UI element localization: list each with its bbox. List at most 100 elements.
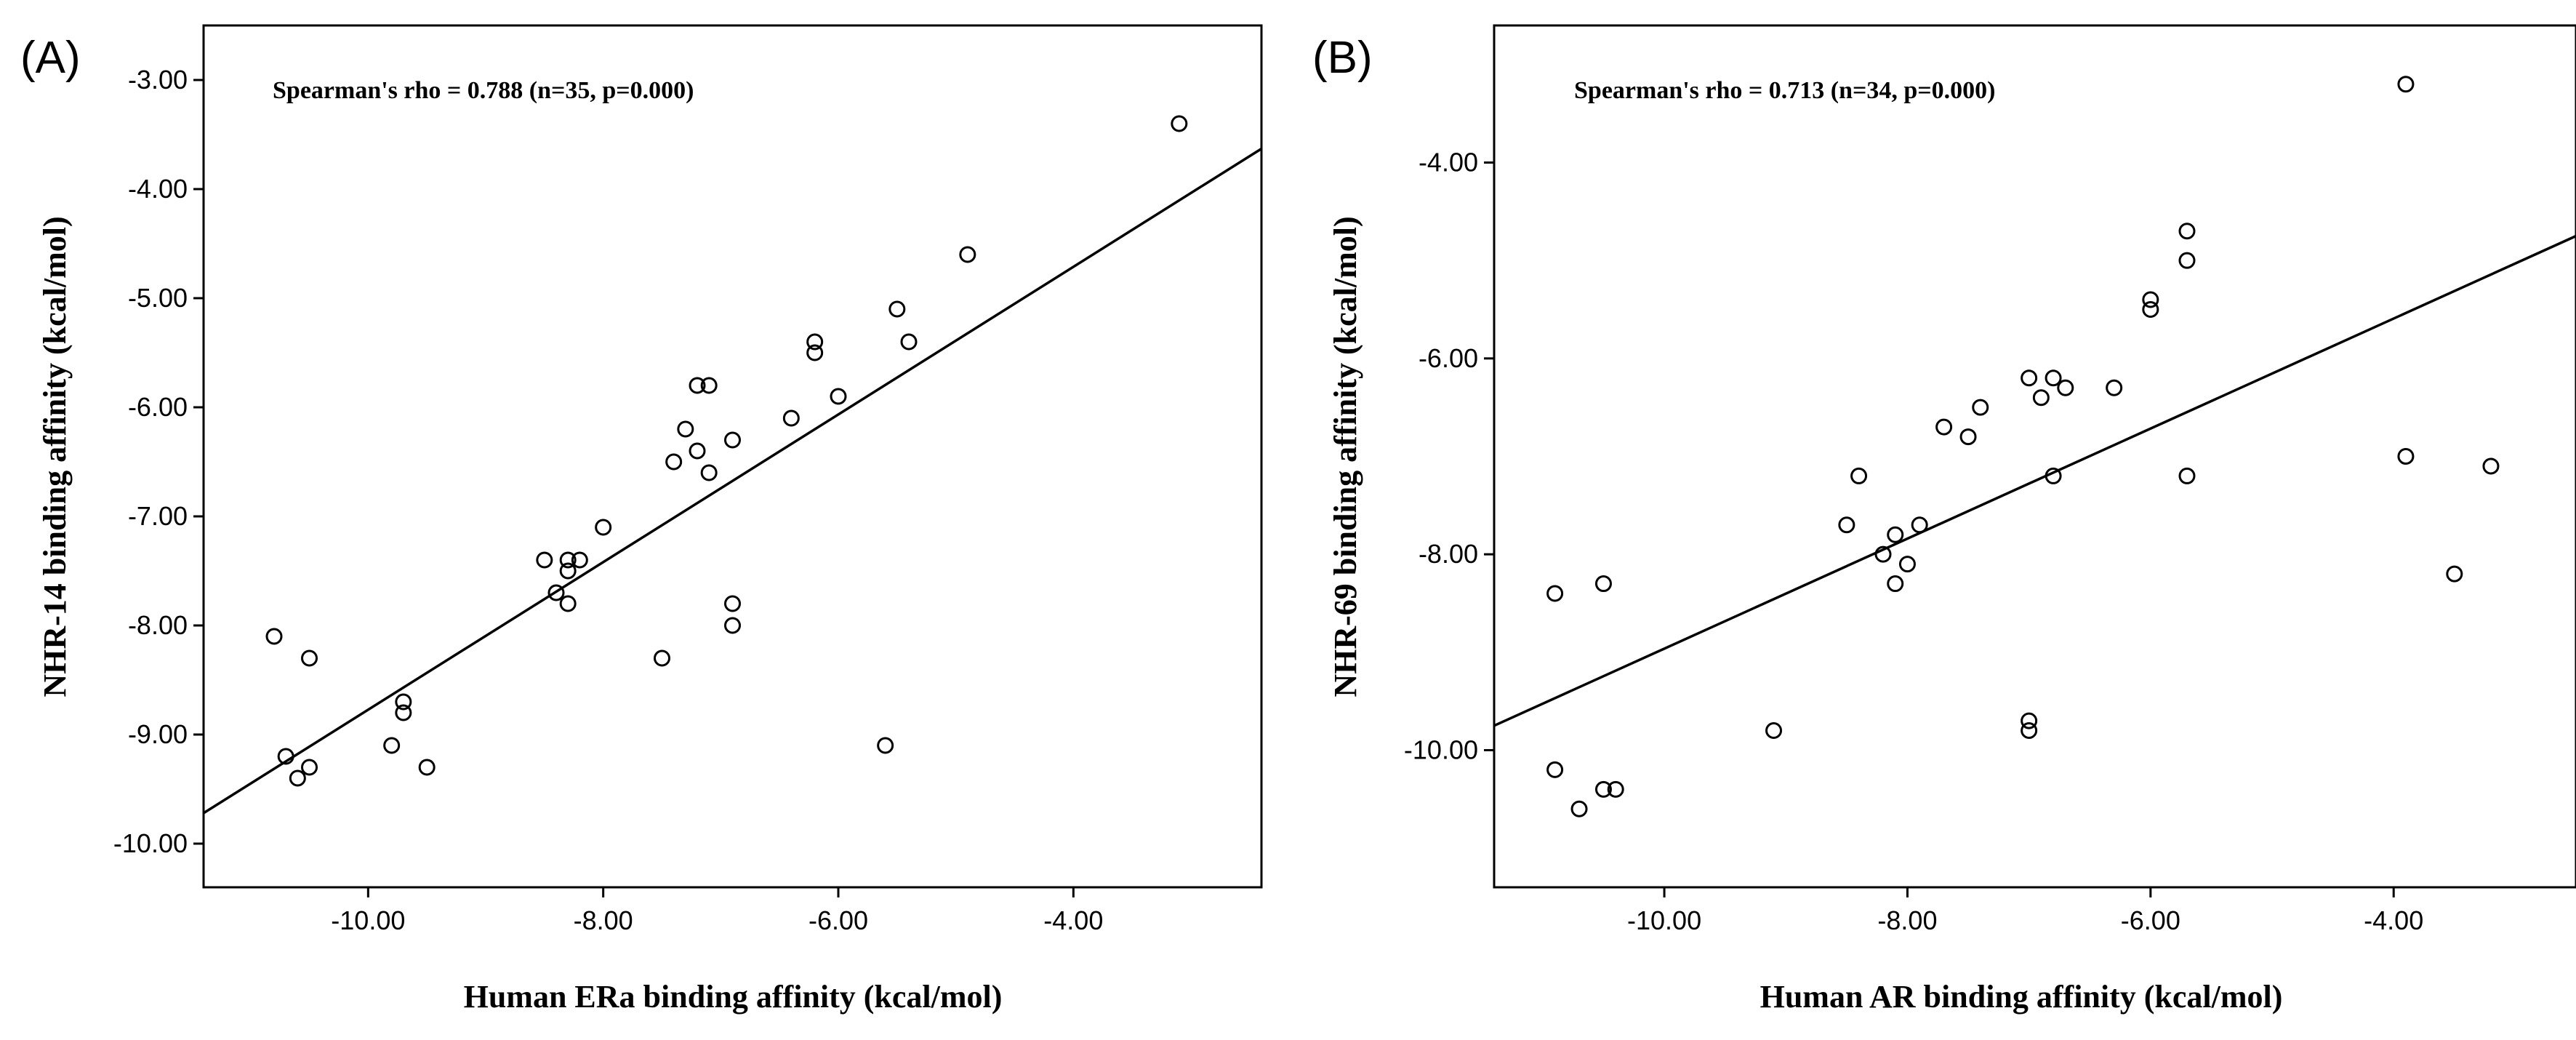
y-tick-label-a: -10.00 xyxy=(113,828,188,858)
panel-a: (A) Spearman's rho = 0.788 (n=35, p=0.00… xyxy=(20,24,1263,1015)
y-tick-label-a: -8.00 xyxy=(128,610,188,640)
plot-frame-b xyxy=(1493,24,2576,889)
data-point-a xyxy=(665,453,683,471)
panel-label-a: (A) xyxy=(20,33,81,83)
regression-line-b xyxy=(1493,234,2576,727)
data-point-b xyxy=(1570,800,1588,817)
regression-line-a xyxy=(203,148,1262,815)
data-point-a xyxy=(301,649,318,667)
y-tick-label-b: -6.00 xyxy=(1419,343,1478,373)
data-point-b xyxy=(2032,389,2050,407)
y-tick-label-a: -5.00 xyxy=(128,283,188,313)
data-point-b xyxy=(2178,252,2196,269)
data-point-a xyxy=(888,300,906,318)
panel-label-b: (B) xyxy=(1312,33,1373,83)
y-axis-title-b: NHR-69 binding affinity (kcal/mol) xyxy=(1328,216,1363,697)
data-point-b xyxy=(1874,545,1892,563)
data-point-b xyxy=(2045,369,2062,387)
data-point-a xyxy=(700,377,718,394)
data-point-a xyxy=(724,595,741,612)
data-point-a xyxy=(277,748,294,765)
data-point-a xyxy=(571,551,588,569)
data-point-b xyxy=(2021,369,2038,387)
plot-frame-a xyxy=(202,24,1263,889)
data-point-a xyxy=(418,759,436,776)
data-point-a xyxy=(559,551,577,569)
data-point-b xyxy=(2021,712,2038,729)
y-tick-label-a: -4.00 xyxy=(128,174,188,204)
data-point-b xyxy=(1935,418,1953,436)
data-point-b xyxy=(1887,575,1904,593)
data-point-b xyxy=(1959,428,1977,446)
data-point-b xyxy=(1898,556,1916,573)
marks-a xyxy=(203,115,1262,815)
data-point-a xyxy=(595,519,612,536)
data-point-b xyxy=(2397,76,2415,93)
data-point-a xyxy=(877,737,894,754)
spearman-annotation-b: Spearman's rho = 0.713 (n=34, p=0.000) xyxy=(1574,77,1996,104)
x-tick-label-b: -8.00 xyxy=(1877,905,1937,935)
data-point-a xyxy=(689,377,706,394)
data-point-b xyxy=(2142,291,2159,308)
data-point-b xyxy=(2142,301,2159,319)
data-point-b xyxy=(2446,565,2463,583)
data-point-b xyxy=(1838,516,1855,534)
y-tick-label-a: -3.00 xyxy=(128,65,188,95)
data-point-a xyxy=(689,442,706,460)
x-axis-title-a: Human ERa binding affinity (kcal/mol) xyxy=(464,979,1003,1015)
x-tick-label-a: -6.00 xyxy=(808,905,868,935)
data-point-a xyxy=(700,464,718,481)
data-point-a xyxy=(959,246,976,263)
data-point-a xyxy=(395,693,412,711)
data-point-b xyxy=(2021,722,2038,740)
y-axis-title-a: NHR-14 binding affinity (kcal/mol) xyxy=(37,216,73,697)
data-point-a xyxy=(289,769,306,787)
x-tick-label-a: -10.00 xyxy=(331,905,405,935)
data-point-a xyxy=(900,333,918,351)
data-point-a xyxy=(536,551,553,569)
data-point-a xyxy=(677,420,694,438)
data-point-b xyxy=(1887,526,1904,543)
data-point-b xyxy=(1607,780,1624,798)
x-tick-label-a: -4.00 xyxy=(1043,905,1103,935)
x-axis-title-b: Human AR binding affinity (kcal/mol) xyxy=(1760,979,2283,1015)
x-tick-label-b: -6.00 xyxy=(2121,905,2180,935)
y-tick-label-b: -8.00 xyxy=(1419,539,1478,569)
data-point-a xyxy=(806,344,824,361)
ticks-a: -10.00 -8.00 -6.00 -4.00 -3.00 -4.00 -5.00 -6.0… xyxy=(113,65,1103,935)
data-point-a xyxy=(383,737,401,754)
data-point-a xyxy=(1171,115,1188,132)
data-point-b xyxy=(1546,761,1564,778)
data-point-b xyxy=(1546,585,1564,602)
data-point-b xyxy=(2397,448,2415,465)
panel-b: (B) Spearman's rho = 0.713 (n=34, p=0.00… xyxy=(1312,24,2576,1015)
data-point-a xyxy=(265,628,283,645)
data-point-b xyxy=(2106,379,2123,396)
data-point-b xyxy=(1850,467,1868,484)
data-point-a xyxy=(547,584,565,601)
data-point-b xyxy=(2178,467,2196,484)
x-tick-label-b: -10.00 xyxy=(1627,905,1701,935)
data-point-b xyxy=(2045,467,2062,484)
marks-b xyxy=(1493,76,2576,817)
data-point-a xyxy=(806,333,824,351)
data-point-a xyxy=(782,409,800,427)
ticks-b: -10.00 -8.00 -6.00 -4.00 -4.00 -6.00 -8.00 -10.… xyxy=(1404,148,2423,935)
data-point-b xyxy=(1911,516,1928,534)
y-tick-label-a: -6.00 xyxy=(128,392,188,422)
data-point-a xyxy=(654,649,670,667)
data-point-b xyxy=(1972,399,1989,416)
y-tick-label-a: -9.00 xyxy=(128,719,188,749)
y-tick-label-a: -7.00 xyxy=(128,501,188,531)
data-point-b xyxy=(1594,575,1612,593)
spearman-annotation-a: Spearman's rho = 0.788 (n=35, p=0.000) xyxy=(273,77,694,104)
data-point-b xyxy=(1765,722,1783,740)
data-point-b xyxy=(2482,457,2500,475)
data-point-a xyxy=(830,388,847,405)
data-point-a xyxy=(559,595,577,612)
y-tick-label-b: -4.00 xyxy=(1419,148,1478,177)
x-tick-label-a: -8.00 xyxy=(574,905,633,935)
data-point-a xyxy=(724,617,741,634)
data-point-a xyxy=(559,562,577,580)
